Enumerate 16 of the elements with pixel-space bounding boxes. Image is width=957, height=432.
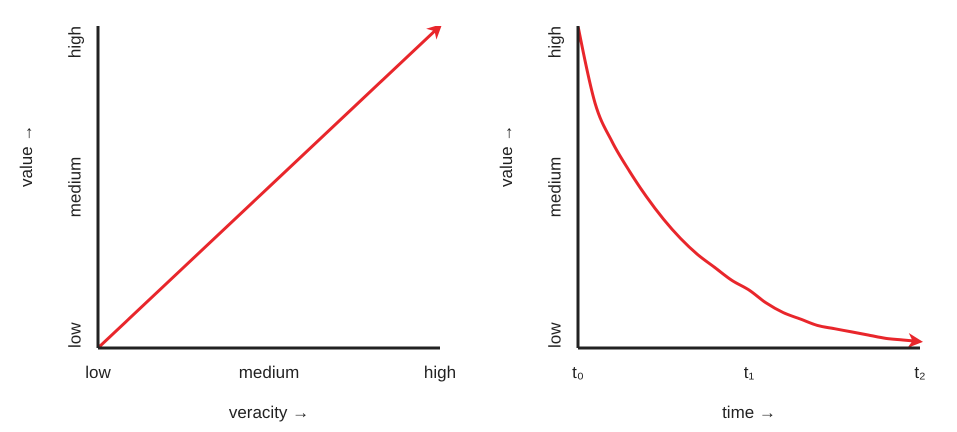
x-axis-title: time → — [722, 403, 776, 422]
x-tick-label: t₁ — [744, 363, 754, 382]
text: high — [65, 26, 84, 58]
text: medium — [65, 156, 84, 218]
text: low — [545, 322, 564, 348]
x-axis-title: veracity → — [228, 403, 310, 422]
x-tick-label: t₂ — [914, 363, 926, 382]
text: high — [545, 26, 564, 58]
x-tick-label: medium — [238, 363, 300, 382]
x-tick-label: low — [85, 363, 112, 382]
y-axis-title: value → — [497, 124, 516, 187]
text: low — [65, 322, 84, 348]
y-axis-title: value → — [17, 124, 36, 187]
text: medium — [545, 156, 564, 218]
x-tick-label: high — [424, 363, 456, 382]
x-tick-label: t₀ — [572, 363, 584, 382]
